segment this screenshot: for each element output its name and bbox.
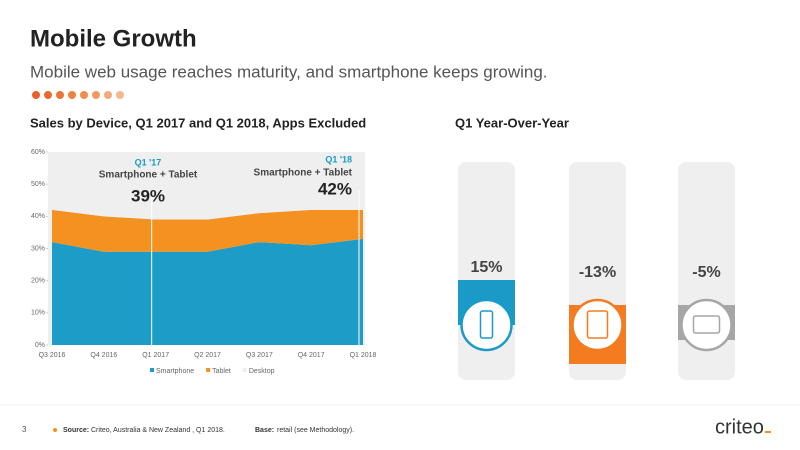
y-tick-label: 60%: [31, 149, 45, 156]
y-tick-label: 30%: [31, 245, 45, 252]
icon: [692, 315, 721, 334]
title: Mobile Growth: [30, 25, 197, 52]
icon-circle: [571, 298, 624, 352]
x-tick-label: Q2 2017: [194, 352, 221, 359]
decor-dots: [32, 91, 124, 99]
area-2: [52, 152, 363, 220]
base-label: Base:: [255, 427, 274, 434]
legend-label: Tablet: [212, 368, 231, 375]
y-tick-label: 50%: [31, 181, 45, 188]
logo: criteo: [715, 416, 764, 438]
x-tick-label: Q3 2017: [246, 352, 273, 359]
chart-title: Sales by Device, Q1 2017 and Q1 2018, Ap…: [30, 115, 366, 130]
area-1: [52, 209, 363, 252]
annotation: 39%: [131, 186, 165, 205]
icon: [586, 310, 609, 339]
icon-circle: [460, 298, 513, 352]
value-label: 15%: [470, 259, 502, 276]
logo-mark: [765, 431, 771, 433]
bullet: [53, 428, 57, 432]
source-label: Source:: [63, 427, 89, 434]
x-tick-label: Q1 2017: [142, 352, 169, 359]
legend-label: Desktop: [249, 368, 275, 375]
annotation: Smartphone + Tablet: [254, 168, 353, 179]
y-tick-label: 40%: [31, 213, 45, 220]
area-0: [52, 238, 363, 345]
chart-group: 0% 10% 20% 30% 40% 50% 60% Q3 2016 Q4 2016 Q1 201…: [31, 149, 735, 380]
area-group: [52, 152, 363, 345]
legend-label: Smartphone: [156, 368, 194, 375]
source: Criteo, Australia & New Zealand , Q1 201…: [91, 427, 225, 434]
subtitle: Mobile web usage reaches maturity, and s…: [30, 62, 548, 81]
y-tick-label: 0%: [35, 342, 45, 349]
legend-swatch: [242, 368, 247, 372]
annotation: 42%: [318, 179, 352, 198]
annotation: Q1 '18: [325, 154, 352, 164]
x-tick-label: Q4 2017: [298, 352, 325, 359]
x-tick-label: Q4 2016: [90, 352, 117, 359]
value-label: -5%: [692, 264, 720, 281]
base: retail (see Methodology).: [277, 427, 354, 434]
annotation: Q1 '17: [135, 157, 162, 167]
chart-title: Q1 Year-Over-Year: [455, 115, 569, 130]
icon-circle: [680, 298, 733, 352]
x-tick-label: Q1 2018: [350, 352, 377, 359]
x-tick-label: Q3 2016: [39, 352, 66, 359]
y-tick-label: 20%: [31, 278, 45, 285]
legend-swatch: [150, 368, 154, 372]
page-number: 3: [22, 425, 27, 434]
legend-swatch: [206, 368, 211, 372]
annotation: Smartphone + Tablet: [99, 170, 198, 181]
value-label: -13%: [579, 264, 616, 281]
icon: [479, 310, 494, 339]
y-tick-label: 10%: [31, 310, 45, 317]
